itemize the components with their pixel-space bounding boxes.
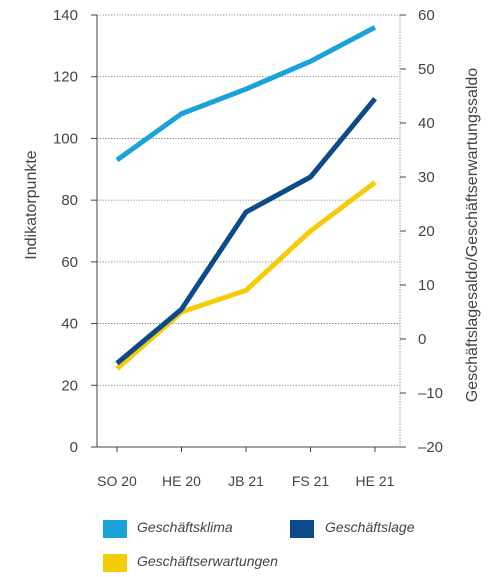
left-tick-label: 100: [53, 130, 78, 147]
left-axis-label: Indikatorpunkte: [23, 150, 40, 260]
legend-swatch: [290, 520, 314, 538]
right-axis-label: Geschäftslagesaldo/Geschäftserwartungssa…: [464, 68, 481, 403]
legend-swatch: [103, 554, 127, 572]
left-tick-label: 140: [53, 7, 78, 24]
right-tick-label: 10: [418, 277, 435, 294]
right-tick-label: 20: [418, 223, 435, 240]
x-tick-label: HE 21: [356, 473, 395, 489]
left-tick-label: 40: [61, 316, 78, 333]
left-tick-label: 20: [61, 377, 78, 394]
x-tick-label: SO 20: [97, 473, 137, 489]
axes: [96, 15, 401, 448]
legend-label: Geschäftsklima: [137, 519, 233, 535]
left-tick-label: 120: [53, 69, 78, 86]
x-tick-label: FS 21: [292, 473, 330, 489]
right-tick-label: 50: [418, 61, 435, 78]
legend-label: Geschäftslage: [325, 519, 415, 535]
right-tick-label: 60: [418, 7, 435, 24]
x-tick-label: JB 21: [228, 473, 264, 489]
series-line-geschäftslage: [115, 97, 377, 366]
legend: Geschäftsklima Geschäftslage Geschäftserwa…: [103, 519, 415, 572]
right-tick-label: –20: [418, 439, 443, 456]
legend-label: Geschäftserwartungen: [137, 553, 278, 569]
series-lines: [115, 25, 377, 371]
x-ticks: SO 20 HE 20 JB 21 FS 21 HE 21: [97, 447, 395, 489]
legend-swatch: [103, 520, 127, 538]
left-y-ticks: 0 20 40 60 80 100 120 140: [53, 7, 97, 456]
right-tick-label: 40: [418, 115, 435, 132]
left-tick-label: 60: [61, 254, 78, 271]
series-line-geschäftserwartungen: [115, 180, 377, 371]
right-tick-label: 30: [418, 169, 435, 186]
right-tick-label: –10: [418, 385, 443, 402]
right-tick-label: 0: [418, 331, 426, 348]
right-y-ticks: –20 –10 0 10 20 30 40 50 60: [400, 7, 443, 456]
left-tick-label: 80: [61, 192, 78, 209]
left-tick-label: 0: [70, 439, 78, 456]
x-tick-label: HE 20: [162, 473, 201, 489]
series-line-geschäftsklima: [115, 25, 377, 163]
